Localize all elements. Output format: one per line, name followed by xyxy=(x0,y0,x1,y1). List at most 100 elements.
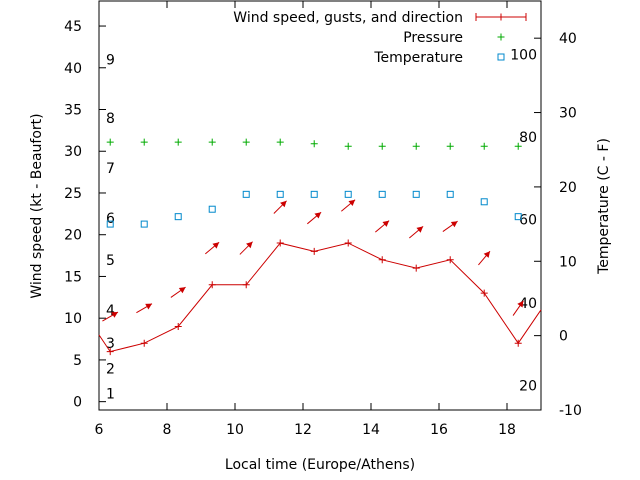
y2-tick-label: 10 xyxy=(559,254,577,270)
wind-direction-arrow xyxy=(341,199,356,212)
y2-tick-label: 20 xyxy=(559,180,577,196)
wind-direction-arrow xyxy=(205,241,220,255)
wind-direction-arrow-head xyxy=(416,226,424,233)
x-tick-label: 12 xyxy=(294,422,312,438)
wind-direction-arrow-head xyxy=(111,312,119,318)
legend-wind-marker xyxy=(497,13,505,21)
y-tick-label: 10 xyxy=(64,311,82,327)
wind-direction-arrow-head xyxy=(280,200,287,208)
temperature-point xyxy=(242,190,250,198)
wind-direction-arrow xyxy=(273,200,287,214)
wind-direction-arrow-head xyxy=(212,242,220,249)
temperature-point xyxy=(174,213,182,221)
wind-speed-line xyxy=(98,242,542,353)
y2-tick-label: 40 xyxy=(559,31,577,47)
beaufort-label: 9 xyxy=(106,52,115,68)
fahrenheit-label: 40 xyxy=(519,296,537,312)
temperature-point xyxy=(514,213,522,221)
y2-tick-label: 0 xyxy=(559,329,568,345)
wind-speed-point xyxy=(412,264,420,272)
beaufort-label: 6 xyxy=(106,211,115,227)
y2-axis-label: Temperature (C - F) xyxy=(596,138,612,275)
wind-direction-arrow xyxy=(136,303,153,314)
temperature-point xyxy=(446,190,454,198)
y-tick-label: 45 xyxy=(64,19,82,35)
wind-direction-arrow-head xyxy=(450,221,458,228)
fahrenheit-label: 60 xyxy=(519,213,537,229)
x-tick-label: 16 xyxy=(430,422,448,438)
x-tick-label: 10 xyxy=(226,422,244,438)
legend-wind-label: Wind speed, gusts, and direction xyxy=(233,10,463,26)
y-tick-label: 25 xyxy=(64,186,82,202)
y-axis-label: Wind speed (kt - Beaufort) xyxy=(29,113,45,298)
pressure-point xyxy=(106,138,114,146)
x-tick-label: 18 xyxy=(498,422,516,438)
wind-direction-arrow-head xyxy=(178,287,186,294)
pressure-point xyxy=(378,142,386,150)
y2-tick-label: 30 xyxy=(559,106,577,122)
wind-direction-arrow xyxy=(375,220,390,233)
pressure-point xyxy=(174,138,182,146)
wind-direction-arrow xyxy=(409,226,424,239)
wind-direction-arrow-head xyxy=(314,212,322,219)
y-tick-label: 15 xyxy=(64,269,82,285)
pressure-point xyxy=(446,142,454,150)
temperature-point xyxy=(106,220,114,228)
y2-tick-label: -10 xyxy=(559,403,582,419)
wind-direction-arrow-head xyxy=(246,241,253,249)
pressure-point xyxy=(208,138,216,146)
pressure-point xyxy=(276,138,284,146)
wind-speed-point xyxy=(514,339,522,347)
beaufort-label: 3 xyxy=(106,336,115,352)
temperature-point xyxy=(140,220,148,228)
wind-direction-arrow xyxy=(442,220,458,232)
x-axis-label: Local time (Europe/Athens) xyxy=(225,457,415,473)
wind-direction-arrow xyxy=(102,311,119,322)
wind-direction-arrow-head xyxy=(483,251,491,258)
temperature-point xyxy=(276,190,284,198)
pressure-point xyxy=(242,138,250,146)
wind-direction-arrow xyxy=(478,250,491,266)
wind-direction-arrow xyxy=(307,211,322,225)
pressure-point xyxy=(412,142,420,150)
beaufort-label: 8 xyxy=(106,111,115,127)
wind-direction-arrow xyxy=(512,300,524,316)
wind-speed-point xyxy=(480,289,488,297)
pressure-point xyxy=(514,142,522,150)
temperature-point xyxy=(480,198,488,206)
wind-direction-arrow-head xyxy=(382,220,390,227)
beaufort-label: 5 xyxy=(106,253,115,269)
temperature-point xyxy=(378,190,386,198)
y-tick-label: 5 xyxy=(73,353,82,369)
beaufort-label: 4 xyxy=(106,303,115,319)
wind-direction-arrow-head xyxy=(145,303,153,310)
wind-direction-arrow-head xyxy=(348,199,356,207)
fahrenheit-label: 80 xyxy=(519,130,537,146)
pressure-point xyxy=(310,140,318,148)
wind-direction-arrow xyxy=(239,241,253,255)
wind-speed-point xyxy=(174,323,182,331)
wind-speed-point xyxy=(242,281,250,289)
legend-temperature-label: Temperature xyxy=(373,50,463,66)
wind-speed-point xyxy=(310,247,318,255)
wind-speed-point xyxy=(446,256,454,264)
x-tick-label: 8 xyxy=(163,422,172,438)
wind-direction-arrow-head xyxy=(517,300,524,308)
wind-direction-arrow xyxy=(170,286,186,298)
y-tick-label: 40 xyxy=(64,61,82,77)
wind-speed-point xyxy=(276,239,284,247)
fahrenheit-label: 20 xyxy=(519,378,537,394)
wind-speed-point xyxy=(378,256,386,264)
pressure-point xyxy=(480,142,488,150)
wind-speed-point xyxy=(208,281,216,289)
temperature-point xyxy=(344,190,352,198)
plot-frame xyxy=(98,0,542,411)
x-tick-label: 6 xyxy=(95,422,104,438)
x-tick-label: 14 xyxy=(362,422,380,438)
pressure-point xyxy=(140,138,148,146)
y-tick-label: 0 xyxy=(73,395,82,411)
y-tick-label: 30 xyxy=(64,144,82,160)
temperature-point xyxy=(310,190,318,198)
legend-temperature-marker xyxy=(497,53,505,61)
